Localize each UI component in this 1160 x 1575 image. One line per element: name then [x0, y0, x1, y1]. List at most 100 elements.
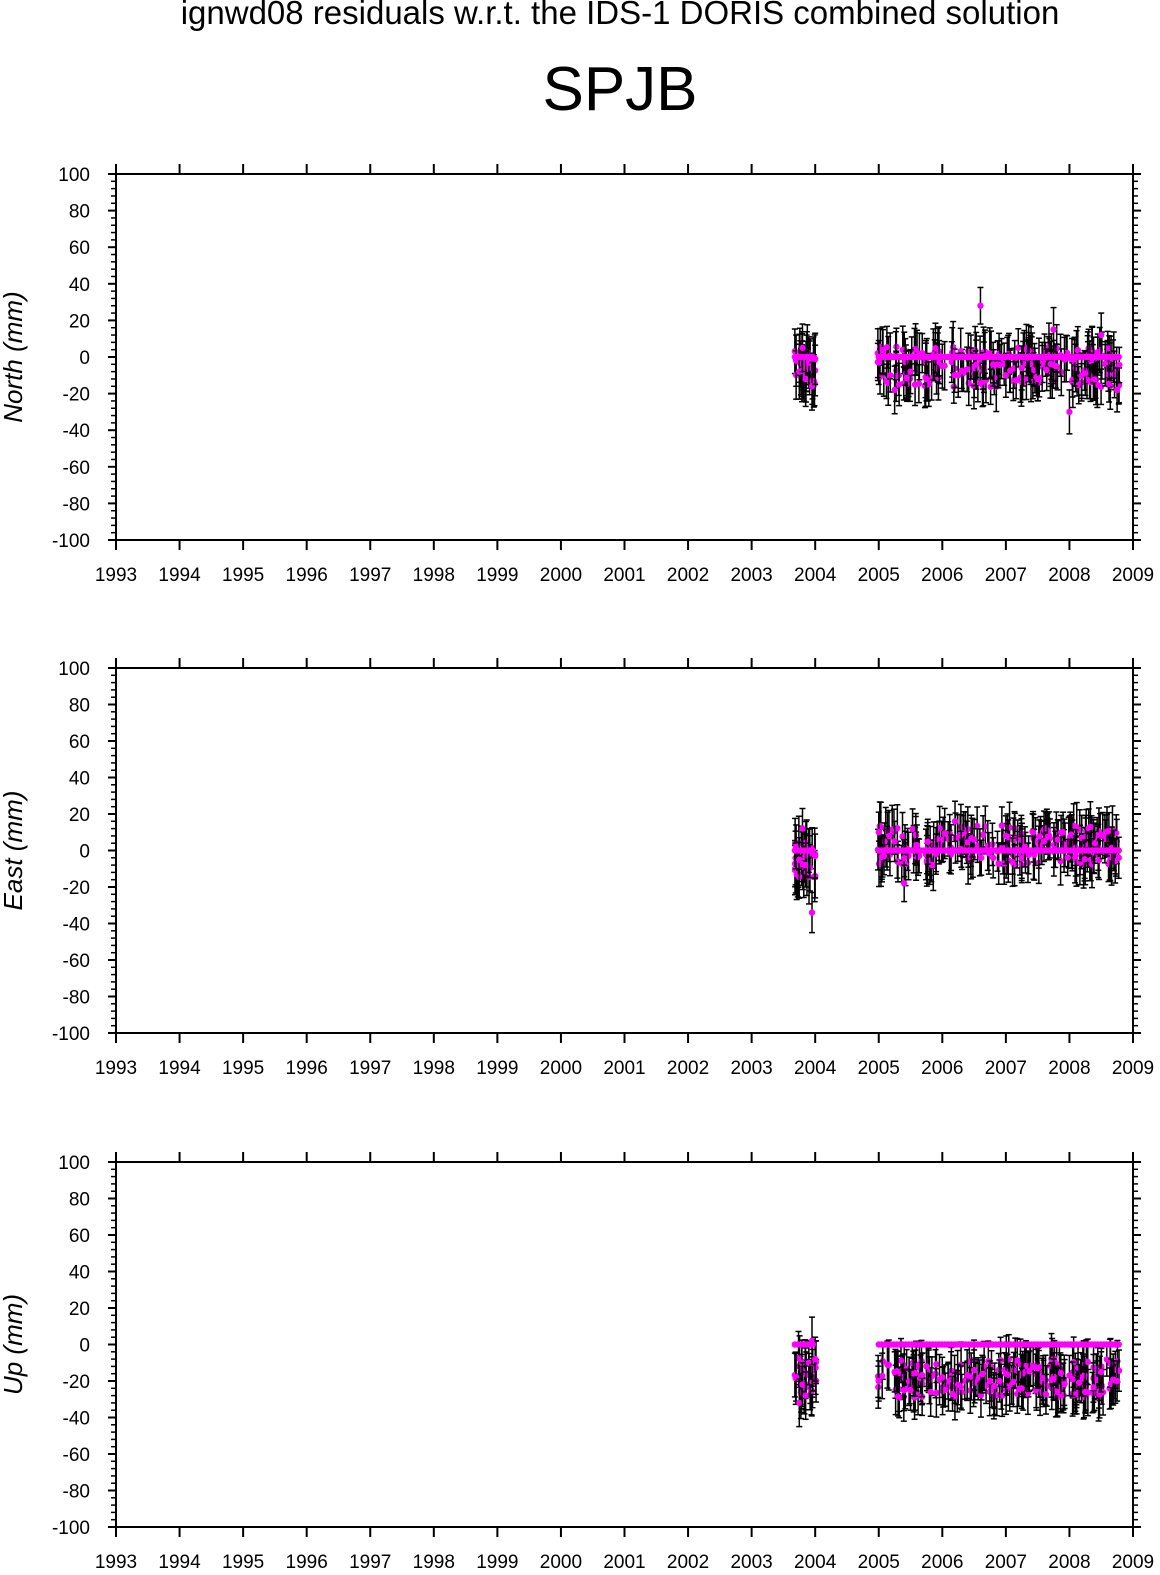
data-point — [1007, 367, 1014, 374]
data-point — [913, 841, 921, 849]
data-point — [799, 825, 806, 832]
x-tick-label: 2004 — [794, 565, 837, 586]
x-tick-label: 1998 — [413, 565, 455, 586]
x-tick-label: 2002 — [667, 1552, 709, 1573]
data-point — [970, 836, 978, 843]
data-point — [796, 368, 803, 375]
data-point — [903, 374, 910, 382]
data-point — [905, 1378, 913, 1385]
data-point — [1104, 345, 1112, 352]
x-tick-label: 2005 — [858, 565, 900, 586]
data-point — [891, 386, 898, 394]
data-point — [900, 854, 908, 862]
y-tick-label: 80 — [69, 1190, 90, 1211]
y-tick-label: -40 — [63, 421, 90, 442]
data-point — [796, 1399, 803, 1407]
data-point — [995, 860, 1002, 867]
data-point — [939, 362, 946, 370]
data-point — [1034, 1365, 1041, 1372]
data-point — [949, 1390, 956, 1398]
data-point — [980, 378, 987, 385]
data-north — [791, 286, 1123, 435]
x-tick-label: 1996 — [286, 1552, 328, 1573]
data-point — [1105, 380, 1113, 388]
data-point — [973, 822, 981, 830]
data-point — [900, 1387, 908, 1394]
y-tick-label: -100 — [52, 1518, 90, 1539]
data-point — [912, 346, 919, 353]
x-tick-label: 2003 — [730, 565, 772, 586]
data-point — [1113, 1377, 1121, 1385]
x-tick-label: 1996 — [286, 1058, 328, 1079]
data-point — [891, 838, 898, 845]
data-point — [1098, 331, 1105, 339]
data-point — [1094, 349, 1102, 356]
data-point — [989, 361, 997, 368]
data-point — [885, 1361, 893, 1369]
data-point — [1059, 829, 1067, 836]
x-tick-label: 2000 — [540, 1552, 582, 1573]
x-tick-label: 2006 — [921, 1552, 963, 1573]
data-point — [899, 833, 906, 840]
x-tick-label: 2009 — [1112, 1552, 1154, 1573]
data-point — [912, 1369, 919, 1377]
data-point — [1066, 1372, 1073, 1379]
x-tick-label: 2006 — [921, 1058, 963, 1079]
y-tick-label: 40 — [69, 769, 90, 790]
y-axis-label-up: Up (mm) — [0, 1294, 28, 1395]
data-point — [1047, 360, 1054, 368]
data-point — [799, 344, 806, 352]
data-point — [1052, 362, 1060, 370]
x-tick-label: 1994 — [158, 1552, 201, 1573]
x-tick-label: 2001 — [603, 565, 645, 586]
data-point — [933, 1361, 940, 1368]
station-name: SPJB — [542, 55, 698, 124]
data-point — [1010, 1378, 1017, 1386]
x-tick-label: 2005 — [858, 1552, 900, 1573]
baseline-point — [809, 1341, 817, 1348]
data-point — [1002, 832, 1010, 840]
x-tick-label: 1993 — [95, 1058, 137, 1079]
data-point — [986, 1377, 994, 1385]
data-point — [963, 839, 971, 846]
data-point — [875, 359, 882, 366]
baseline-point — [1115, 353, 1122, 361]
x-tick-label: 2003 — [730, 1058, 772, 1079]
x-tick-label: 1999 — [476, 1552, 518, 1573]
data-point — [897, 1357, 905, 1364]
data-point — [1060, 1392, 1067, 1399]
data-point — [951, 818, 959, 825]
x-tick-label: 1997 — [349, 1552, 391, 1573]
x-tick-label: 1998 — [413, 1552, 455, 1573]
x-tick-label: 2007 — [985, 565, 1027, 586]
x-tick-label: 2009 — [1112, 1058, 1154, 1079]
x-tick-label: 2001 — [603, 1552, 645, 1573]
data-point — [894, 1393, 902, 1400]
x-tick-label: 1995 — [222, 1058, 264, 1079]
data-point — [1029, 829, 1037, 836]
x-tick-label: 2003 — [730, 1552, 772, 1573]
data-point — [1112, 857, 1119, 865]
data-point — [902, 860, 909, 868]
data-point — [1019, 1369, 1026, 1377]
y-tick-label: 100 — [58, 1153, 90, 1174]
data-point — [1091, 840, 1099, 847]
data-point — [978, 854, 985, 861]
x-tick-label: 1993 — [95, 1552, 137, 1573]
data-point — [970, 1366, 978, 1374]
y-tick-label: -100 — [52, 1024, 90, 1045]
data-point — [914, 853, 922, 861]
x-tick-label: 1999 — [476, 565, 518, 586]
data-point — [979, 1370, 986, 1378]
y-tick-label: -60 — [63, 458, 90, 479]
x-tick-label: 1999 — [476, 1058, 518, 1079]
data-point — [1018, 855, 1025, 862]
data-point — [799, 1381, 806, 1388]
x-tick-label: 2005 — [858, 1058, 900, 1079]
data-point — [1103, 1356, 1110, 1363]
y-tick-label: 20 — [69, 311, 90, 332]
y-tick-label: -40 — [63, 1409, 90, 1430]
x-tick-label: 1997 — [349, 1058, 391, 1079]
data-point — [912, 831, 920, 839]
x-tick-label: 1998 — [413, 1058, 455, 1079]
